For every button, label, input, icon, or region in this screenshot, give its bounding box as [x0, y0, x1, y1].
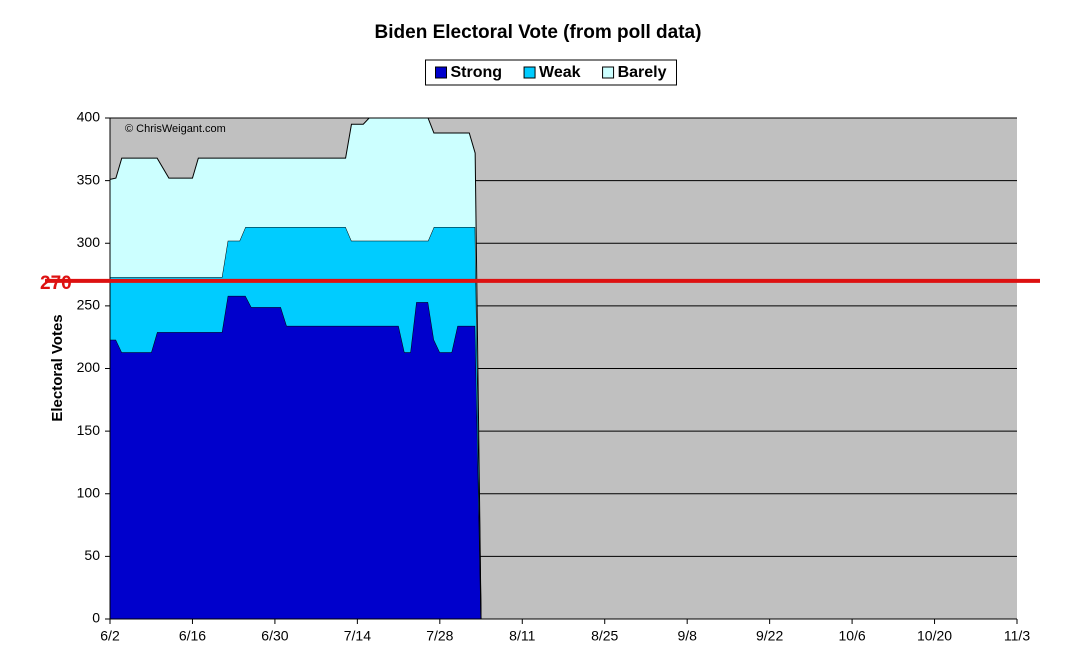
x-tick-label: 7/14: [344, 628, 371, 644]
y-tick-label: 100: [77, 484, 101, 500]
x-tick-label: 7/28: [426, 628, 453, 644]
area: [110, 295, 482, 619]
legend-swatch: [602, 66, 615, 79]
x-tick-label: 10/20: [917, 628, 952, 644]
legend: Strong Weak Barely: [425, 59, 677, 86]
legend-label: Weak: [539, 64, 581, 81]
legend-label: Strong: [451, 64, 503, 81]
legend-box: [425, 59, 677, 86]
y-tick-label: 50: [84, 547, 100, 563]
y-tick-label: 400: [77, 109, 101, 125]
x-tick-label: 6/30: [261, 628, 288, 644]
annotation: © ChrisWeigant.com: [125, 123, 226, 135]
legend-swatch: [435, 66, 448, 79]
area: [110, 226, 482, 619]
y-tick-label: 250: [77, 297, 101, 313]
legend-swatch: [523, 66, 536, 79]
x-tick-label: 8/11: [509, 628, 535, 644]
x-tick-label: 6/2: [100, 628, 120, 644]
area-edge: [109, 117, 482, 620]
area: [110, 118, 482, 619]
x-tick-label: 9/22: [756, 628, 783, 644]
legend-label: Barely: [618, 64, 667, 81]
y-tick-label: 150: [77, 422, 101, 438]
chart-title: Biden Electoral Vote (from poll data): [375, 22, 702, 43]
x-tick-label: 11/3: [1004, 628, 1030, 644]
y-tick-label: 350: [77, 171, 101, 187]
reference-label: 270: [40, 273, 72, 294]
x-tick-label: 8/25: [591, 628, 618, 644]
y-tick-label: 300: [77, 234, 101, 250]
x-tick-label: 9/8: [677, 628, 697, 644]
y-tick-label: 0: [92, 610, 100, 626]
y-tick-label: 200: [77, 359, 101, 375]
x-tick-label: 10/6: [838, 628, 865, 644]
y-axis-label: Electoral Votes: [49, 314, 66, 421]
x-tick-label: 6/16: [179, 628, 206, 644]
